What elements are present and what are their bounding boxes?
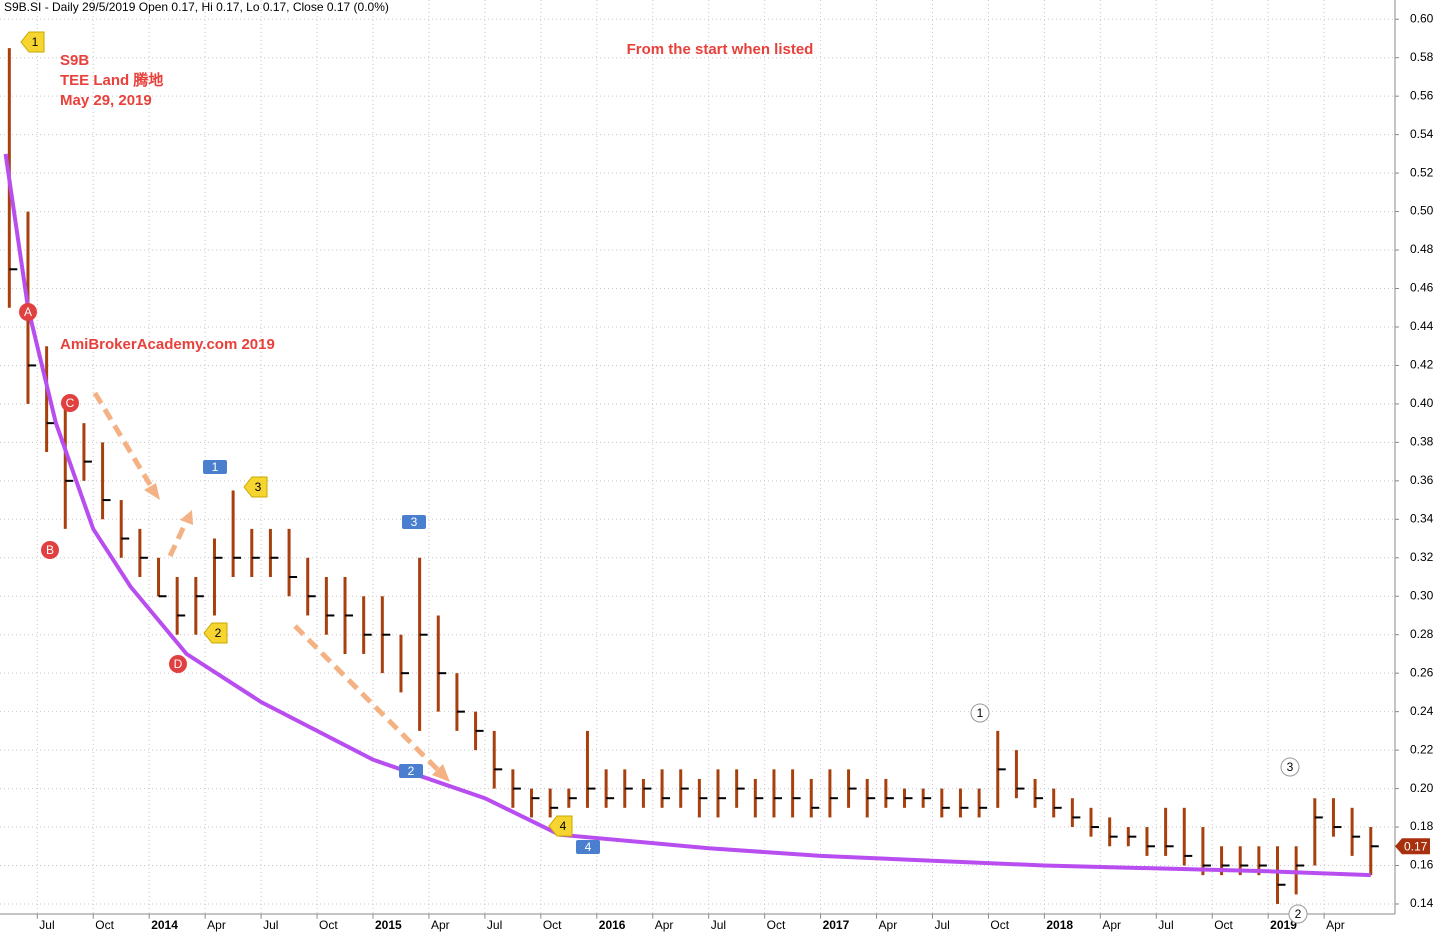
y-tick-label: 0.50 xyxy=(1410,204,1434,218)
x-tick-label: Oct xyxy=(990,918,1009,932)
x-tick-label: Apr xyxy=(431,918,450,932)
marker-label: B xyxy=(46,543,54,557)
marker-circle xyxy=(1288,904,1308,924)
marker-circle xyxy=(19,303,37,321)
y-tick-label: 0.54 xyxy=(1410,127,1434,141)
y-tick-label: 0.16 xyxy=(1410,858,1434,872)
marker-label: D xyxy=(174,657,183,671)
x-tick-label: Apr xyxy=(879,918,898,932)
marker-circle xyxy=(41,541,59,559)
marker-label: 4 xyxy=(560,819,567,833)
x-tick-label: Jul xyxy=(263,918,278,932)
x-tick-label: 2019 xyxy=(1270,918,1297,932)
marker-tag xyxy=(203,622,228,644)
y-tick-label: 0.20 xyxy=(1410,781,1434,795)
x-tick-label: Jul xyxy=(39,918,54,932)
y-tick-label: 0.28 xyxy=(1410,627,1434,641)
marker-label: 2 xyxy=(215,626,222,640)
symbol: S9B xyxy=(60,52,89,69)
x-tick-label: 2015 xyxy=(375,918,402,932)
arrow-head xyxy=(144,483,160,500)
marker-tag xyxy=(548,815,573,837)
y-tick-label: 0.22 xyxy=(1410,742,1434,756)
company: TEE Land 腾地 xyxy=(60,71,163,89)
x-tick-label: Apr xyxy=(655,918,674,932)
last-price-label: 0.17 xyxy=(1404,839,1428,853)
marker-circle xyxy=(1280,757,1300,777)
y-tick-label: 0.40 xyxy=(1410,396,1434,410)
y-tick-label: 0.48 xyxy=(1410,242,1434,256)
chart-title: S9B.SI - Daily 29/5/2019 Open 0.17, Hi 0… xyxy=(4,0,389,14)
y-tick-label: 0.42 xyxy=(1410,358,1434,372)
y-tick-label: 0.38 xyxy=(1410,435,1434,449)
arrow-head xyxy=(432,764,450,782)
watermark: AmiBrokerAcademy.com 2019 xyxy=(60,336,275,353)
y-tick-label: 0.58 xyxy=(1410,50,1434,64)
y-tick-label: 0.34 xyxy=(1410,511,1434,525)
marker-circle xyxy=(169,655,187,673)
marker-box xyxy=(399,764,423,778)
marker-circle xyxy=(970,703,990,723)
x-tick-label: 2014 xyxy=(151,918,178,932)
x-tick-label: Oct xyxy=(767,918,786,932)
x-tick-label: 2017 xyxy=(823,918,850,932)
y-tick-label: 0.44 xyxy=(1410,319,1434,333)
y-tick-label: 0.30 xyxy=(1410,588,1434,602)
y-tick-label: 0.60 xyxy=(1410,11,1434,25)
trend-curve xyxy=(3,153,1371,878)
marker-box xyxy=(402,515,426,529)
x-tick-label: Apr xyxy=(207,918,226,932)
last-price-tag xyxy=(1395,838,1430,855)
x-tick-label: 2016 xyxy=(599,918,626,932)
x-tick-label: Oct xyxy=(543,918,562,932)
y-tick-label: 0.18 xyxy=(1410,819,1434,833)
y-tick-label: 0.52 xyxy=(1410,165,1434,179)
marker-box xyxy=(203,460,227,474)
y-tick-label: 0.24 xyxy=(1410,704,1434,718)
marker-tag xyxy=(20,31,45,53)
x-tick-label: Apr xyxy=(1102,918,1121,932)
x-tick-label: Oct xyxy=(319,918,338,932)
grid xyxy=(0,0,1395,914)
x-tick-label: Jul xyxy=(1158,918,1173,932)
y-tick-label: 0.56 xyxy=(1410,88,1434,102)
y-tick-label: 0.26 xyxy=(1410,665,1434,679)
marker-label: 3 xyxy=(411,515,418,529)
marker-label: 1 xyxy=(32,35,39,49)
arrow xyxy=(293,624,440,772)
marker-label: 1 xyxy=(977,706,984,720)
marker-label: 4 xyxy=(585,840,592,854)
arrows xyxy=(92,391,450,782)
price-bars xyxy=(7,48,1379,904)
y-tick-label: 0.46 xyxy=(1410,281,1434,295)
x-tick-label: Jul xyxy=(711,918,726,932)
note: From the start when listed xyxy=(627,41,814,58)
arrow-head xyxy=(180,510,193,525)
x-tick-label: Oct xyxy=(1214,918,1233,932)
marker-circle xyxy=(61,394,79,412)
marker-label: 2 xyxy=(1295,907,1302,921)
marker-label: A xyxy=(24,305,32,319)
y-tick-label: 0.14 xyxy=(1410,896,1434,910)
y-tick-label: 0.36 xyxy=(1410,473,1434,487)
marker-label: 2 xyxy=(408,764,415,778)
x-tick-label: Oct xyxy=(95,918,114,932)
x-tick-label: Apr xyxy=(1326,918,1345,932)
y-tick-label: 0.32 xyxy=(1410,550,1434,564)
marker-label: 3 xyxy=(255,480,262,494)
marker-label: 1 xyxy=(212,460,219,474)
x-tick-label: Jul xyxy=(934,918,949,932)
marker-box xyxy=(576,840,600,854)
marker-label: C xyxy=(66,396,75,410)
marker-label: 3 xyxy=(1287,760,1294,774)
x-tick-label: 2018 xyxy=(1046,918,1073,932)
x-tick-label: Jul xyxy=(487,918,502,932)
marker-tag xyxy=(243,476,268,498)
date: May 29, 2019 xyxy=(60,92,152,109)
arrow xyxy=(167,520,189,558)
